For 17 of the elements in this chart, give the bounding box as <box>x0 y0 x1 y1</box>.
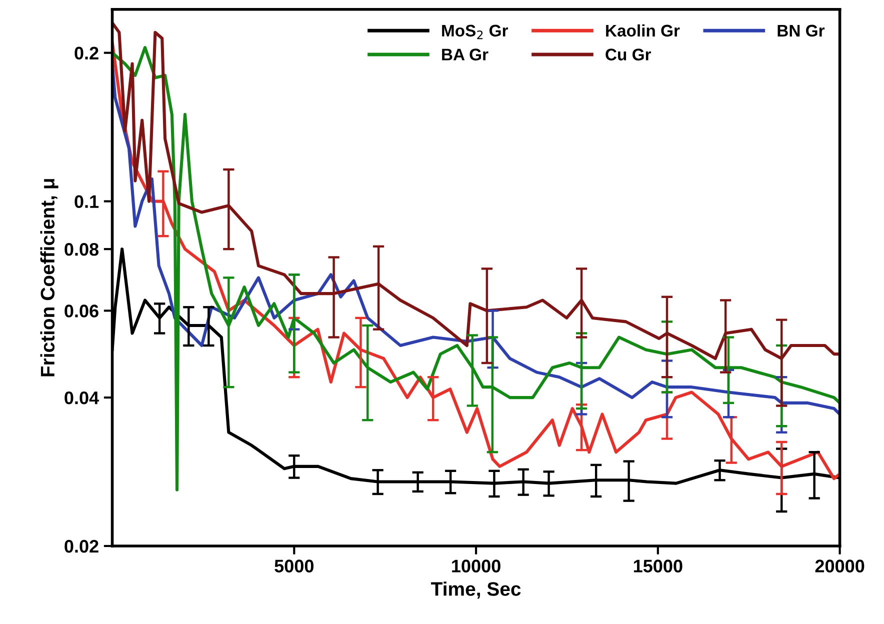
y-tick-label: 0.1 <box>74 195 99 208</box>
legend-label: BN Gr <box>778 24 825 37</box>
y-tick-label: 0.2 <box>74 46 98 60</box>
y-axis-title: Friction Coefficient, μ <box>40 179 58 376</box>
x-tick-label: 5000 <box>274 560 314 572</box>
legend-label: Cu Gr <box>606 48 652 60</box>
legend-label: Kaolin Gr <box>606 24 680 37</box>
x-tick-label: 10000 <box>452 560 500 572</box>
legend-label: BA Gr <box>442 48 488 60</box>
legend-label: MoS$_{2}$ Gr <box>442 24 508 40</box>
x-tick-label: 20000 <box>815 560 864 572</box>
x-axis-title: Time, Sec <box>431 582 521 599</box>
y-tick-label: 0.04 <box>64 391 99 404</box>
y-tick-label: 0.02 <box>64 540 98 553</box>
x-tick-label: 15000 <box>634 560 682 572</box>
y-tick-label: 0.08 <box>64 243 99 256</box>
y-tick-label: 0.06 <box>64 304 98 318</box>
